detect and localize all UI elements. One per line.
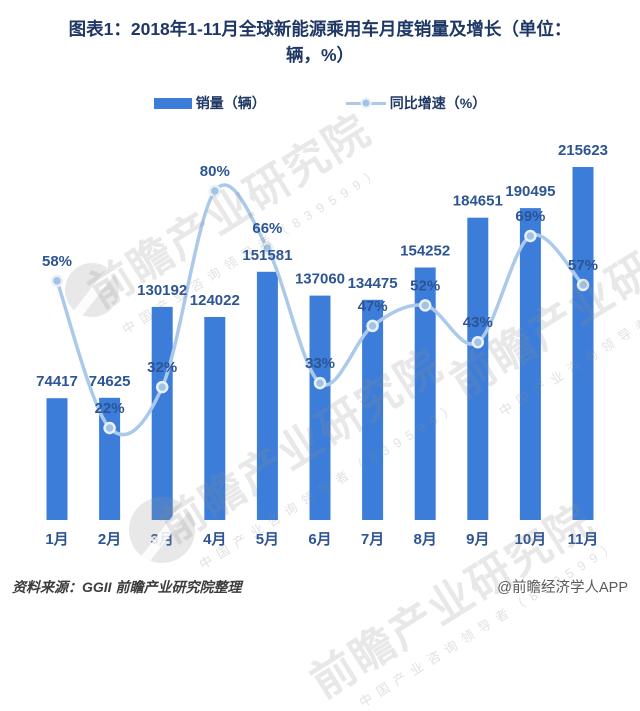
month-label-9月: 9月 [466, 531, 489, 548]
growth-dot-11月 [576, 278, 590, 292]
sales-bar-9月 [467, 217, 489, 520]
growth-dot-10月 [524, 229, 537, 243]
growth-dot-4月 [208, 184, 222, 198]
value-label-4月: 124022 [190, 292, 240, 309]
bar-swatch-icon [153, 97, 192, 109]
pct-label-1月: 58% [42, 253, 72, 270]
legend-item-growth: 同比增速（%） [345, 93, 487, 113]
credit-note: @前瞻经济学人APP [497, 580, 628, 596]
sales-bar-5月 [256, 271, 278, 520]
value-label-10月: 190495 [505, 183, 555, 200]
value-label-7月: 134475 [348, 275, 398, 292]
growth-dot-2月 [103, 421, 116, 435]
growth-dot-9月 [471, 335, 485, 349]
line-swatch-icon [345, 97, 386, 109]
month-label-7月: 7月 [361, 531, 384, 548]
legend-sales-label: 销量（辆） [195, 95, 266, 111]
growth-dot-1月 [50, 274, 64, 288]
page-title: 图表1：2018年1-11月全球新能源乘用车月度销量及增长（单位： 辆，%） [0, 16, 640, 68]
title-line-1: 图表1：2018年1-11月全球新能源乘用车月度销量及增长（单位： [68, 19, 572, 39]
month-label-11月: 11月 [568, 531, 599, 548]
legend: 销量（辆） 同比增速（%） [0, 93, 640, 113]
month-label-4月: 4月 [203, 531, 226, 548]
month-label-6月: 6月 [308, 531, 331, 548]
pct-label-4月: 80% [200, 163, 230, 180]
source-note: 资料来源：GGII 前瞻产业研究院整理 [12, 579, 242, 595]
growth-dot-6月 [313, 376, 327, 390]
sales-bar-3月 [151, 306, 173, 520]
legend-growth-label: 同比增速（%） [389, 95, 487, 111]
pct-label-7月: 47% [358, 298, 388, 315]
pct-label-11月: 57% [568, 257, 598, 274]
value-label-6月: 137060 [295, 271, 345, 288]
value-label-2月: 74625 [89, 373, 131, 390]
month-label-3月: 3月 [151, 531, 174, 548]
pct-label-2月: 22% [95, 400, 125, 417]
value-label-1月: 74417 [36, 373, 78, 390]
pct-label-8月: 52% [410, 277, 440, 294]
sales-bar-11月 [572, 167, 594, 520]
month-label-5月: 5月 [256, 531, 279, 548]
line-dot-icon [360, 97, 372, 109]
growth-dot-5月 [261, 241, 274, 255]
chart-page: 图表1：2018年1-11月全球新能源乘用车月度销量及增长（单位： 辆，%） 销… [0, 16, 640, 711]
value-label-11月: 215623 [558, 142, 608, 159]
growth-dot-3月 [155, 380, 169, 394]
title-line-2: 辆，%） [285, 45, 355, 65]
sales-bar-1月 [46, 398, 68, 520]
month-label-2月: 2月 [98, 531, 121, 548]
sales-bar-6月 [309, 295, 331, 520]
month-label-10月: 10月 [515, 531, 547, 548]
month-label-8月: 8月 [414, 531, 437, 548]
value-label-9月: 184651 [453, 193, 503, 210]
value-label-5月: 151581 [242, 247, 292, 264]
value-label-8月: 154252 [400, 243, 450, 260]
growth-line [55, 183, 585, 437]
month-label-1月: 1月 [45, 531, 68, 548]
sales-bar-7月 [362, 299, 384, 520]
value-label-3月: 130192 [137, 282, 187, 299]
footer: 资料来源：GGII 前瞻产业研究院整理 @前瞻经济学人APP [0, 576, 640, 597]
sales-bar-10月 [519, 208, 541, 520]
growth-dot-7月 [366, 319, 379, 333]
legend-item-sales: 销量（辆） [153, 93, 266, 113]
pct-label-3月: 32% [147, 359, 177, 376]
sales-bar-4月 [204, 317, 226, 520]
pct-label-9月: 43% [463, 314, 493, 331]
sales-bar-8月 [414, 267, 436, 520]
pct-label-5月: 66% [252, 220, 282, 237]
pct-label-6月: 33% [305, 355, 335, 372]
growth-dot-8月 [418, 299, 432, 312]
pct-label-10月: 69% [515, 208, 545, 225]
